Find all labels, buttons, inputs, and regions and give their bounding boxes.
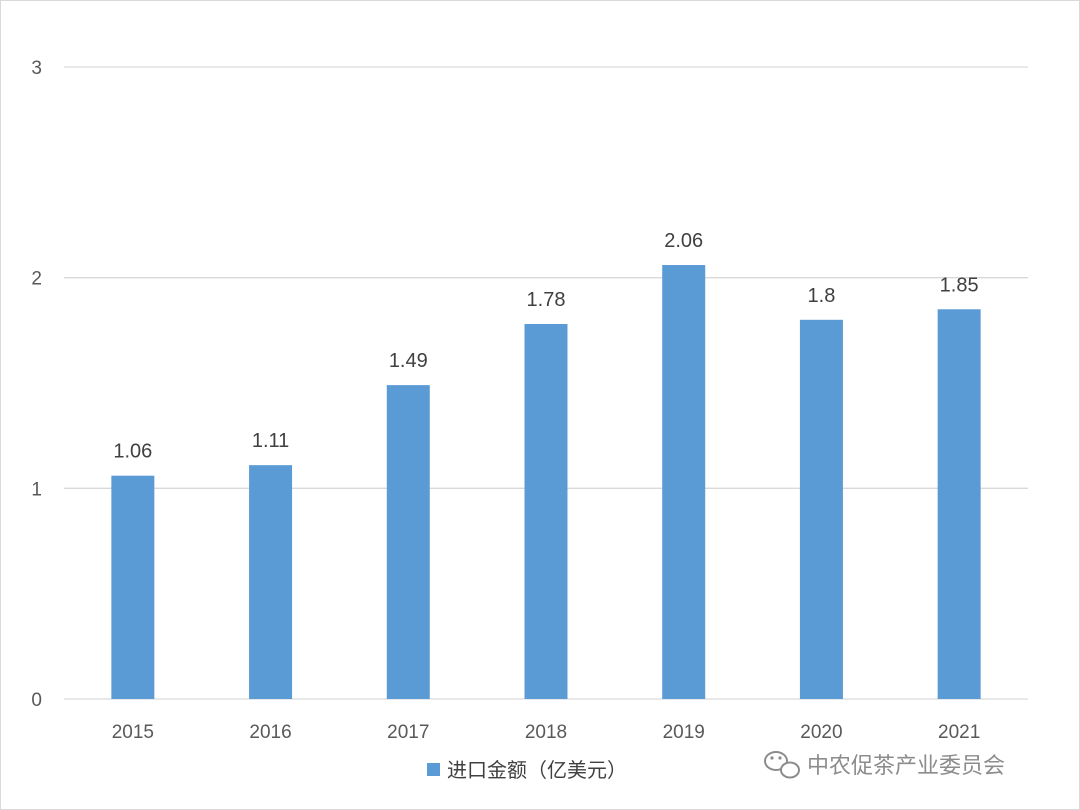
bars (111, 265, 981, 699)
x-tick-label-2021: 2021 (938, 722, 980, 743)
data-label-2017: 1.49 (389, 350, 428, 372)
x-tick-label-2020: 2020 (800, 722, 842, 743)
legend-label: 进口金额（亿美元） (447, 758, 627, 782)
x-tick-label-2016: 2016 (249, 722, 291, 743)
watermark-text: 中农促茶产业委员会 (807, 754, 1005, 779)
legend: 进口金额（亿美元） (427, 758, 627, 782)
bar-2015 (111, 475, 155, 699)
data-label-2016: 1.11 (252, 430, 289, 452)
bar-2017 (386, 385, 430, 699)
data-label-2018: 1.78 (527, 289, 566, 311)
wechat-icon (764, 751, 800, 779)
y-tick-label: 2 (31, 269, 42, 290)
x-tick-label-2019: 2019 (663, 722, 705, 743)
x-axis-ticks: 2015 2016 2017 2018 2019 2020 2021 (112, 722, 981, 743)
y-axis-ticks: 0 1 2 3 (31, 58, 42, 711)
data-label-2015: 1.06 (113, 441, 152, 463)
x-tick-label-2015: 2015 (112, 722, 154, 743)
bar-2016 (249, 465, 293, 699)
x-tick-label-2018: 2018 (525, 722, 567, 743)
bar-2021 (937, 309, 981, 699)
data-label-2020: 1.8 (808, 285, 836, 307)
y-tick-label: 3 (31, 58, 42, 79)
bar-2019 (662, 265, 706, 699)
y-tick-label: 1 (31, 479, 42, 500)
watermark: 中农促茶产业委员会 (764, 751, 1005, 779)
legend-swatch (427, 763, 440, 776)
data-labels: 1.06 1.11 1.49 1.78 2.06 1.8 1.85 (113, 230, 978, 463)
data-label-2021: 1.85 (940, 274, 979, 296)
x-tick-label-2017: 2017 (387, 722, 429, 743)
y-tick-label: 0 (31, 690, 42, 711)
data-label-2019: 2.06 (664, 230, 703, 252)
bar-2018 (524, 324, 568, 699)
bar-2020 (799, 319, 843, 699)
